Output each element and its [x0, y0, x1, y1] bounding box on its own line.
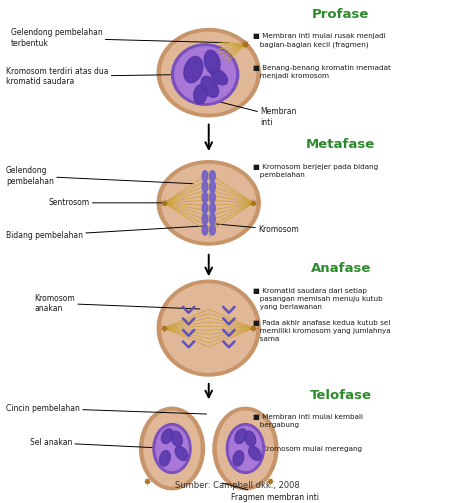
- Ellipse shape: [202, 182, 208, 192]
- Text: Cincin pembelahan: Cincin pembelahan: [6, 404, 207, 414]
- Ellipse shape: [139, 407, 204, 490]
- Text: Kromosom terdiri atas dua
kromatid saudara: Kromosom terdiri atas dua kromatid sauda…: [6, 67, 184, 86]
- Text: ■ Membran inti mulai kembali
   bergabung: ■ Membran inti mulai kembali bergabung: [254, 414, 364, 429]
- Text: Kromosom: Kromosom: [216, 224, 299, 234]
- Text: Metafase: Metafase: [306, 138, 375, 151]
- Ellipse shape: [175, 47, 236, 102]
- Ellipse shape: [162, 284, 256, 372]
- Ellipse shape: [202, 171, 208, 182]
- Ellipse shape: [235, 429, 246, 444]
- Text: ■ Pada akhir anafase kedua kutub sel
   memiliki kromosom yang jumlahnya
   sama: ■ Pada akhir anafase kedua kutub sel mem…: [254, 319, 391, 342]
- Ellipse shape: [248, 447, 261, 460]
- Ellipse shape: [160, 451, 170, 466]
- Ellipse shape: [156, 427, 188, 470]
- Text: ■ Kromatid saudara dari setiap
   pasangan memisah menuju kutub
   yang berlawan: ■ Kromatid saudara dari setiap pasangan …: [254, 288, 383, 309]
- Ellipse shape: [157, 29, 260, 117]
- Text: ■ Benang-benang kromatin memadat
   menjadi kromosom: ■ Benang-benang kromatin memadat menjadi…: [254, 65, 392, 79]
- Text: Gelendong
pembelahan: Gelendong pembelahan: [6, 166, 193, 186]
- Ellipse shape: [213, 407, 278, 490]
- Ellipse shape: [204, 50, 220, 74]
- Ellipse shape: [157, 280, 260, 376]
- Ellipse shape: [218, 411, 273, 486]
- Ellipse shape: [171, 431, 182, 446]
- Text: Gelendong pembelahan
terbentuk: Gelendong pembelahan terbentuk: [11, 29, 229, 48]
- Ellipse shape: [211, 69, 228, 85]
- Text: Membran
inti: Membran inti: [218, 102, 297, 127]
- Text: ■ Membran inti mulai rusak menjadi
   bagian-bagian kecil (fragmen): ■ Membran inti mulai rusak menjadi bagia…: [254, 34, 386, 48]
- Text: ■ Kromosom berjejer pada bidang
   pembelahan: ■ Kromosom berjejer pada bidang pembelah…: [254, 163, 379, 178]
- Ellipse shape: [144, 411, 200, 486]
- Ellipse shape: [162, 32, 256, 113]
- Ellipse shape: [175, 447, 188, 460]
- Ellipse shape: [202, 192, 208, 203]
- Ellipse shape: [194, 85, 207, 104]
- Ellipse shape: [202, 214, 208, 224]
- Ellipse shape: [202, 203, 208, 214]
- Ellipse shape: [157, 160, 260, 245]
- Ellipse shape: [202, 224, 208, 235]
- Ellipse shape: [162, 164, 256, 241]
- Ellipse shape: [210, 182, 215, 192]
- Ellipse shape: [233, 451, 244, 466]
- Ellipse shape: [210, 203, 215, 214]
- Text: Kromosom
anakan: Kromosom anakan: [35, 294, 200, 313]
- Ellipse shape: [172, 44, 239, 105]
- Ellipse shape: [210, 171, 215, 182]
- Ellipse shape: [227, 424, 264, 473]
- Text: Bidang pembelahan: Bidang pembelahan: [6, 226, 207, 240]
- Text: Anafase: Anafase: [310, 262, 371, 275]
- Ellipse shape: [153, 424, 191, 473]
- Text: Sel anakan: Sel anakan: [30, 438, 172, 449]
- Ellipse shape: [210, 224, 215, 235]
- Ellipse shape: [210, 192, 215, 203]
- Text: Fragmen membran inti: Fragmen membran inti: [222, 483, 319, 501]
- Text: Profase: Profase: [312, 8, 369, 21]
- Text: ■ Kromosom mulai meregang: ■ Kromosom mulai meregang: [254, 447, 363, 452]
- Ellipse shape: [184, 56, 203, 82]
- Text: Sumber: Campbell dkk., 2008: Sumber: Campbell dkk., 2008: [174, 481, 300, 490]
- Text: Sentrosom: Sentrosom: [48, 198, 164, 207]
- Ellipse shape: [201, 76, 219, 98]
- Ellipse shape: [245, 431, 255, 446]
- Ellipse shape: [229, 427, 262, 470]
- Ellipse shape: [162, 429, 173, 444]
- Text: Telofase: Telofase: [310, 389, 372, 402]
- Ellipse shape: [210, 214, 215, 224]
